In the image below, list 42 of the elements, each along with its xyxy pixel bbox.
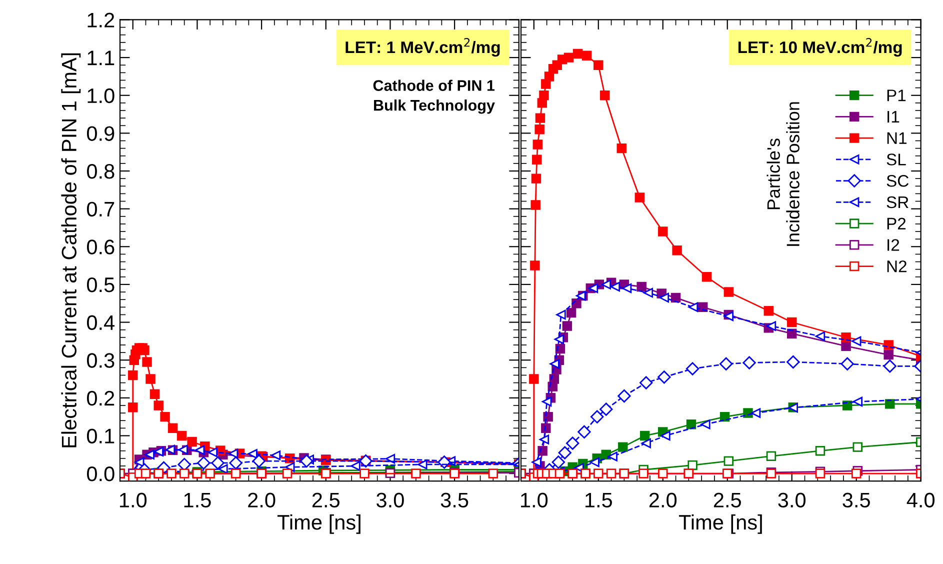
x-axis-title: Time [ns] [678,514,762,534]
annotation: LET: 10 MeV.cm$^{2}$/mg [738,38,902,57]
annotation: LET: 1 MeV.cm$^{2}$/mg [346,38,500,57]
y-tick-label: 0.3 [86,353,114,368]
x-tick-label: 1.5 [585,492,612,508]
legend-label: P1 [887,90,906,102]
y-tick-label: 0.0 [86,466,114,482]
legend-label: P2 [887,218,906,230]
legend-label: I2 [888,239,900,251]
x-tick-label: 3.5 [440,492,468,508]
y-tick-label: 0.7 [86,202,114,217]
annotation: Cathode of PIN 1 Bulk Technology [373,80,495,114]
y-tick-label: 0.2 [86,390,114,406]
x-tick-label: 2.0 [649,492,677,508]
x-tick-label: 3.0 [778,492,806,508]
y-tick-label: 1.1 [88,50,114,66]
legend-label: SL [886,154,906,166]
y-tick-label: 0.4 [86,315,115,330]
x-tick-label: 4.0 [906,492,934,508]
y-tick-label: 0.6 [86,240,114,254]
legend-label: I1 [888,111,900,123]
x-tick-label: 2.5 [714,492,741,508]
y-axis-title: Electrical Current at Cathode of PIN 1 [mA] [61,53,81,448]
x-tick-label: 1.0 [521,492,548,508]
y-tick-label: 0.8 [86,164,114,179]
legend-label: SR [886,196,908,208]
legend-label: N2 [887,260,906,272]
y-tick-label: 0.9 [86,126,114,141]
x-tick-label: 3.0 [376,492,404,508]
y-tick-label: 0.5 [86,277,114,292]
x-tick-label: 3.5 [842,492,870,508]
x-tick-label: 2.5 [312,492,340,508]
y-tick-label: 1.0 [88,88,114,104]
x-tick-label: 1.0 [120,492,147,508]
legend-label: SC [886,174,909,187]
legend-title: Particle's Incidence Position [766,102,800,246]
y-tick-label: 0.1 [86,428,114,444]
y-tick-label: 1.2 [88,12,114,28]
x-tick-label: 2.0 [248,492,276,508]
x-axis-title: Time [ns] [277,514,360,534]
legend-label: N1 [887,132,907,144]
x-tick-label: 1.5 [184,492,211,508]
